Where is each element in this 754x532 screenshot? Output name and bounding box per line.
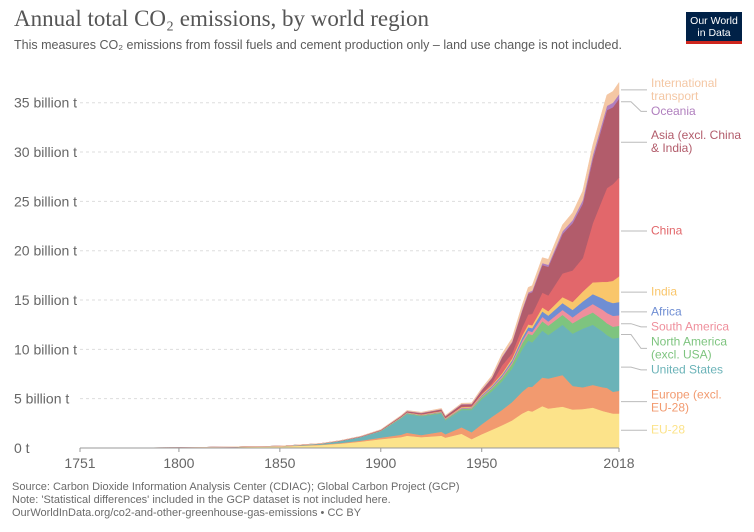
legend-label-north-america-excl-usa: North America xyxy=(651,334,727,348)
x-tick-label: 1950 xyxy=(466,455,497,471)
y-tick-label: 25 billion t xyxy=(14,193,77,209)
x-tick-label: 1850 xyxy=(264,455,295,471)
footer-url[interactable]: OurWorldInData.org/co2-and-other-greenho… xyxy=(12,507,362,519)
legend-connector xyxy=(621,334,647,349)
y-tick-label: 30 billion t xyxy=(14,144,77,160)
legend-label-south-america: South America xyxy=(651,319,729,333)
page-subtitle: This measures CO₂ emissions from fossil … xyxy=(14,38,622,52)
y-tick-label: 20 billion t xyxy=(14,243,77,259)
chart-areas xyxy=(79,81,620,449)
legend-label-europe-excl-eu-28: Europe (excl. xyxy=(651,388,722,402)
legend-connector xyxy=(621,323,647,328)
y-tick-label: 10 billion t xyxy=(14,341,77,357)
legend-label-china: China xyxy=(651,223,683,237)
legend-label-international-transport: International xyxy=(651,76,717,90)
x-tick-label: 1900 xyxy=(365,455,396,471)
footer-source: Source: Carbon Dioxide Information Analy… xyxy=(12,481,460,493)
legend-label-india: India xyxy=(651,285,677,299)
legend-label-eu-28: EU-28 xyxy=(651,423,685,437)
legend-label-europe-excl-eu-28: EU-28) xyxy=(651,401,689,415)
x-tick-label: 2018 xyxy=(603,455,634,471)
legend-label-asia-excl-china-india: & India) xyxy=(651,141,692,155)
owid-logo[interactable]: Our World in Data xyxy=(686,12,742,44)
logo-line-1: Our World xyxy=(690,15,738,27)
legend-label-united-states: United States xyxy=(651,362,723,376)
footer-note: Note: 'Statistical differences' included… xyxy=(12,494,391,506)
chart-axes: 0 t 5 billion t 10 billion t 15 billion t 20… xyxy=(14,95,635,471)
y-tick-label: 5 billion t xyxy=(14,391,69,407)
legend-connector xyxy=(621,366,647,371)
legend-label-north-america-excl-usa: (excl. USA) xyxy=(651,347,712,361)
y-tick-label: 0 t xyxy=(14,440,30,456)
legend-label-asia-excl-china-india: Asia (excl. China xyxy=(651,128,741,142)
x-tick-label: 1800 xyxy=(163,455,194,471)
y-tick-label: 15 billion t xyxy=(14,292,77,308)
page-title: Annual total CO₂ emissions, by world reg… xyxy=(14,6,429,31)
logo-line-2: in Data xyxy=(697,27,731,39)
legend-label-africa: Africa xyxy=(651,304,682,318)
logo-accent-bar xyxy=(686,41,742,44)
x-tick-label: 1751 xyxy=(64,455,95,471)
y-tick-label: 35 billion t xyxy=(14,95,77,111)
area-series-international-transport[interactable] xyxy=(79,81,620,449)
legend-label-international-transport: transport xyxy=(651,89,699,103)
legend-label-oceania: Oceania xyxy=(651,104,696,118)
legend-connector xyxy=(621,101,647,112)
